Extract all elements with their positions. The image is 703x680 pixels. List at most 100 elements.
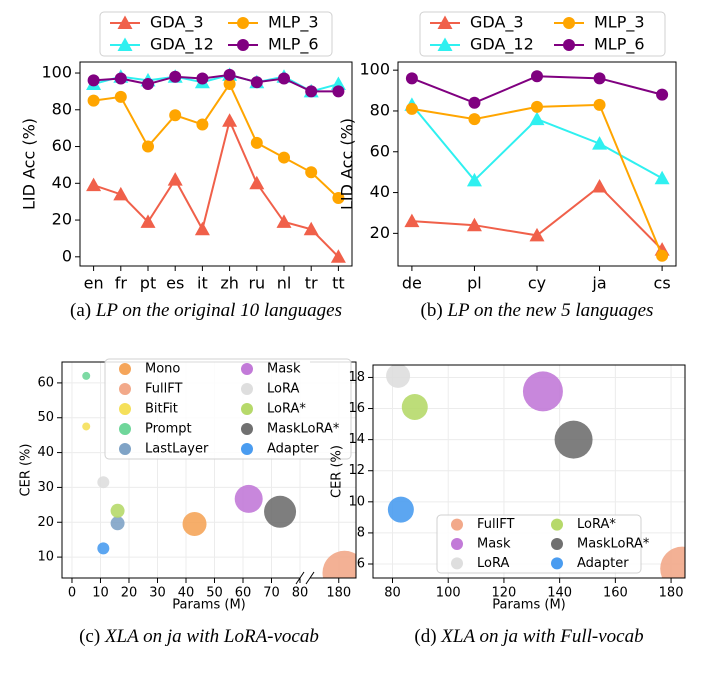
- legend-swatch: [451, 518, 463, 531]
- caption-text: LP on the new 5 languages: [446, 300, 653, 321]
- chart: 20 40 60 80 100 LID Acc (%) de pl cy ja cs GDA_3GDA…: [338, 11, 677, 321]
- marker: [437, 15, 453, 29]
- marker: [167, 172, 183, 186]
- marker: [468, 96, 481, 109]
- caption-text: XLA on ja with LoRA-vocab: [104, 626, 319, 647]
- y-tick-label: 20: [370, 223, 390, 242]
- x-tick-label: 80: [292, 586, 309, 601]
- legend-label: MLP_6: [594, 35, 645, 55]
- bubble: [97, 476, 110, 489]
- y-tick-label: 14: [348, 432, 365, 447]
- marker: [278, 151, 290, 164]
- marker: [330, 76, 346, 91]
- legend-swatch: [119, 363, 131, 375]
- legend-label: BitFit: [145, 402, 178, 417]
- legend-swatch: [551, 557, 563, 570]
- y-tick-label: 12: [348, 463, 365, 478]
- bubble: [97, 542, 110, 555]
- line: [93, 73, 339, 93]
- legend-label: LoRA: [267, 382, 299, 397]
- legend-label: GDA_12: [470, 35, 534, 55]
- x-tick-label: 0: [68, 586, 76, 601]
- marker: [654, 170, 670, 185]
- line: [93, 117, 340, 258]
- bubble: [660, 546, 685, 578]
- marker: [437, 37, 453, 51]
- legend-label: Mask: [477, 537, 511, 552]
- bubble: [554, 420, 593, 459]
- marker: [656, 88, 669, 101]
- legend-swatch: [119, 403, 131, 415]
- y-tick-label: 16: [348, 401, 365, 416]
- marker: [223, 68, 236, 81]
- x-tick-label: fr: [115, 274, 128, 293]
- x-tick-label: cs: [654, 274, 671, 293]
- bubble: [182, 512, 207, 536]
- marker: [223, 78, 236, 91]
- legend-swatch: [551, 538, 563, 550]
- x-tick-label: es: [166, 274, 184, 293]
- marker: [563, 39, 575, 51]
- legend-swatch: [119, 443, 131, 455]
- marker: [250, 136, 263, 149]
- legend-swatch: [241, 423, 253, 435]
- legend-label: LastLayer: [145, 442, 209, 457]
- x-tick-label: nl: [277, 274, 292, 293]
- y-tick-label: 40: [52, 173, 72, 192]
- bubble: [401, 393, 428, 420]
- y-tick-label: 20: [37, 515, 54, 530]
- marker: [114, 72, 127, 85]
- axis-frame: [372, 364, 686, 579]
- y-tick-label: 80: [52, 99, 72, 118]
- bubble: [110, 516, 125, 531]
- x-tick-label: 70: [263, 586, 280, 601]
- caption-label: (a): [70, 300, 91, 321]
- caption: (a) LP on the original 10 languages: [70, 300, 342, 321]
- legend-swatch: [451, 557, 463, 570]
- legend-label: MaskLoRA*: [267, 422, 340, 437]
- axis-frame: [79, 61, 353, 267]
- legend-label: GDA_3: [470, 13, 524, 33]
- marker: [117, 37, 133, 51]
- bubble: [322, 550, 356, 578]
- bubble: [387, 496, 414, 523]
- caption-text: XLA on ja with Full-vocab: [440, 626, 643, 647]
- x-tick-label: 30: [149, 586, 166, 601]
- marker: [592, 178, 608, 193]
- x-tick-label: 180: [659, 586, 684, 601]
- legend-swatch: [119, 383, 131, 395]
- x-tick-label: cy: [528, 274, 546, 293]
- y-tick-label: 8: [357, 525, 365, 540]
- bubble: [522, 371, 563, 412]
- y-axis-label: CER (%): [19, 444, 34, 497]
- marker: [142, 140, 154, 153]
- marker: [87, 74, 100, 87]
- x-tick-label: 100: [436, 586, 461, 601]
- marker: [140, 214, 156, 228]
- marker: [87, 94, 100, 107]
- marker: [117, 15, 133, 29]
- y-tick-label: 40: [37, 445, 54, 460]
- caption-label: (d): [414, 626, 436, 647]
- legend-label: MLP_3: [594, 13, 645, 33]
- axis-break: [295, 571, 305, 585]
- marker: [276, 214, 292, 228]
- x-tick-label: tt: [332, 274, 345, 293]
- y-tick-label: 40: [370, 182, 390, 201]
- marker: [593, 72, 606, 85]
- legend-label: Adapter: [577, 556, 629, 571]
- marker: [114, 90, 127, 103]
- x-tick-label: ja: [591, 274, 606, 293]
- caption-text: LP on the original 10 languages: [95, 300, 342, 321]
- marker: [237, 39, 249, 51]
- marker: [330, 249, 346, 263]
- y-tick-label: 80: [370, 100, 390, 119]
- x-tick-label: tr: [305, 274, 318, 293]
- y-axis-label: LID Acc (%): [338, 118, 357, 210]
- x-axis-label: Params (M): [492, 598, 565, 613]
- plot-area: [82, 371, 356, 578]
- legend-box: [419, 11, 666, 57]
- marker: [468, 113, 481, 126]
